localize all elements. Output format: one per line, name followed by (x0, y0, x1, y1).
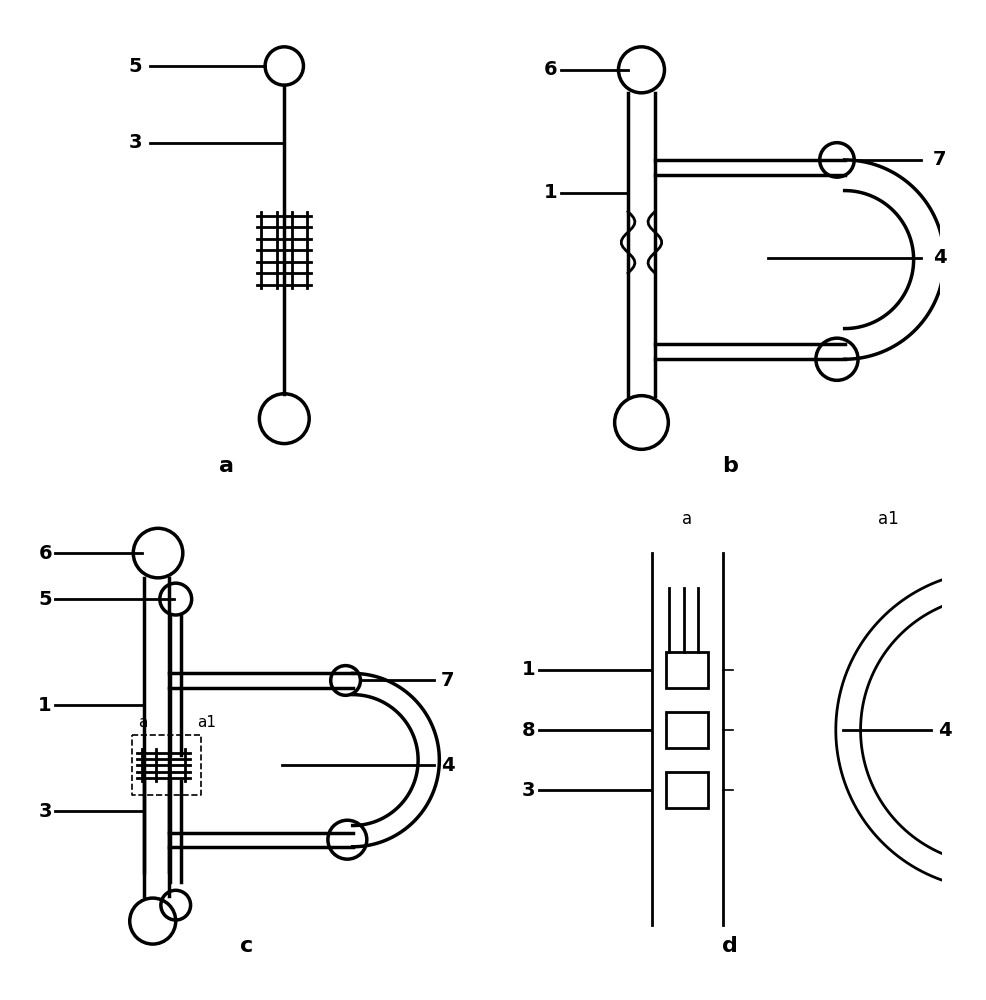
Text: 1: 1 (543, 183, 557, 202)
Text: 3: 3 (522, 781, 535, 800)
Text: 5: 5 (129, 56, 142, 76)
Text: a1: a1 (197, 715, 216, 730)
Text: b: b (722, 456, 738, 476)
Text: 5: 5 (38, 590, 52, 609)
Text: 1: 1 (522, 660, 535, 679)
Text: 8: 8 (522, 720, 535, 740)
Text: 4: 4 (933, 248, 947, 267)
Bar (666, 772, 708, 808)
Text: 6: 6 (38, 544, 52, 563)
Text: a1: a1 (879, 510, 899, 528)
Text: 7: 7 (441, 671, 455, 690)
Text: 7: 7 (933, 150, 947, 169)
Bar (666, 652, 708, 688)
Text: 6: 6 (543, 60, 557, 79)
Text: a: a (219, 456, 235, 476)
Text: 3: 3 (129, 133, 142, 152)
Text: 1: 1 (38, 696, 52, 715)
Text: a: a (139, 715, 148, 730)
Text: 4: 4 (441, 756, 455, 775)
Text: c: c (240, 936, 253, 956)
Text: 3: 3 (38, 802, 52, 821)
Bar (666, 712, 708, 748)
Text: a: a (682, 510, 692, 528)
Text: 4: 4 (939, 720, 952, 740)
Text: d: d (722, 936, 738, 956)
